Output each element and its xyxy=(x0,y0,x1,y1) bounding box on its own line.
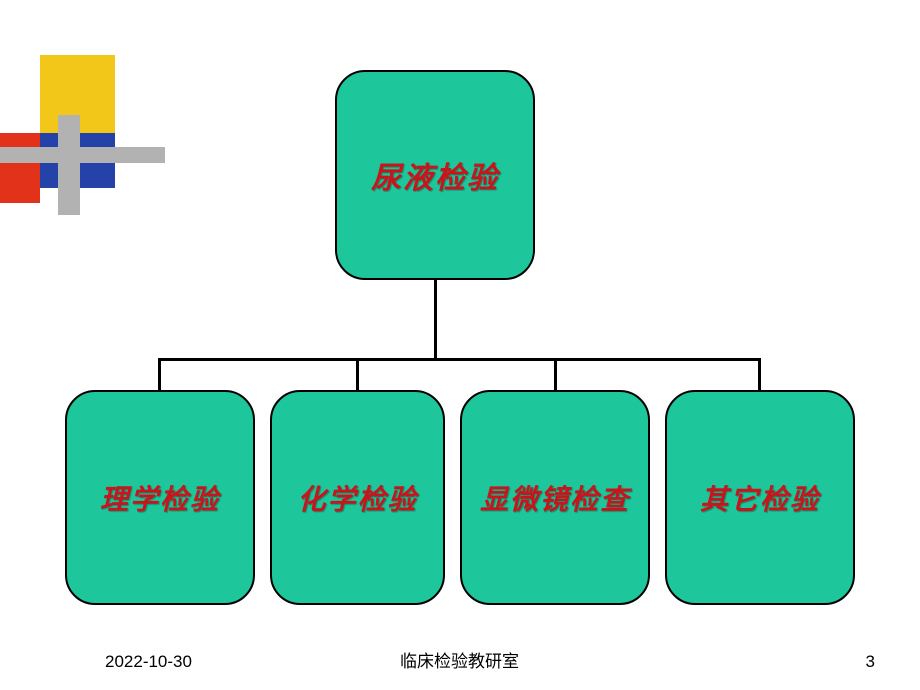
child-node-2: 显微镜检查 xyxy=(460,390,650,605)
connector-drop-2 xyxy=(554,358,557,390)
footer-center: 临床检验教研室 xyxy=(400,647,519,672)
connector-trunk xyxy=(434,280,437,360)
child-0-label: 理学检验 xyxy=(100,478,220,518)
root-node: 尿液检验 xyxy=(335,70,535,280)
deco-red-rect xyxy=(0,133,40,203)
root-label: 尿液检验 xyxy=(371,153,499,197)
deco-gray-hbar xyxy=(0,147,165,163)
footer-page: 3 xyxy=(866,652,875,672)
connector-drop-3 xyxy=(758,358,761,390)
connector-drop-0 xyxy=(158,358,161,390)
connector-hbar xyxy=(158,358,758,361)
deco-gray-vbar xyxy=(58,115,80,215)
child-node-0: 理学检验 xyxy=(65,390,255,605)
child-node-1: 化学检验 xyxy=(270,390,445,605)
child-1-label: 化学检验 xyxy=(297,478,417,518)
connector-drop-1 xyxy=(356,358,359,390)
child-node-3: 其它检验 xyxy=(665,390,855,605)
corner-decoration xyxy=(0,55,200,255)
child-3-label: 其它检验 xyxy=(700,478,820,518)
child-2-label: 显微镜检查 xyxy=(480,478,630,518)
footer-date: 2022-10-30 xyxy=(105,652,192,672)
